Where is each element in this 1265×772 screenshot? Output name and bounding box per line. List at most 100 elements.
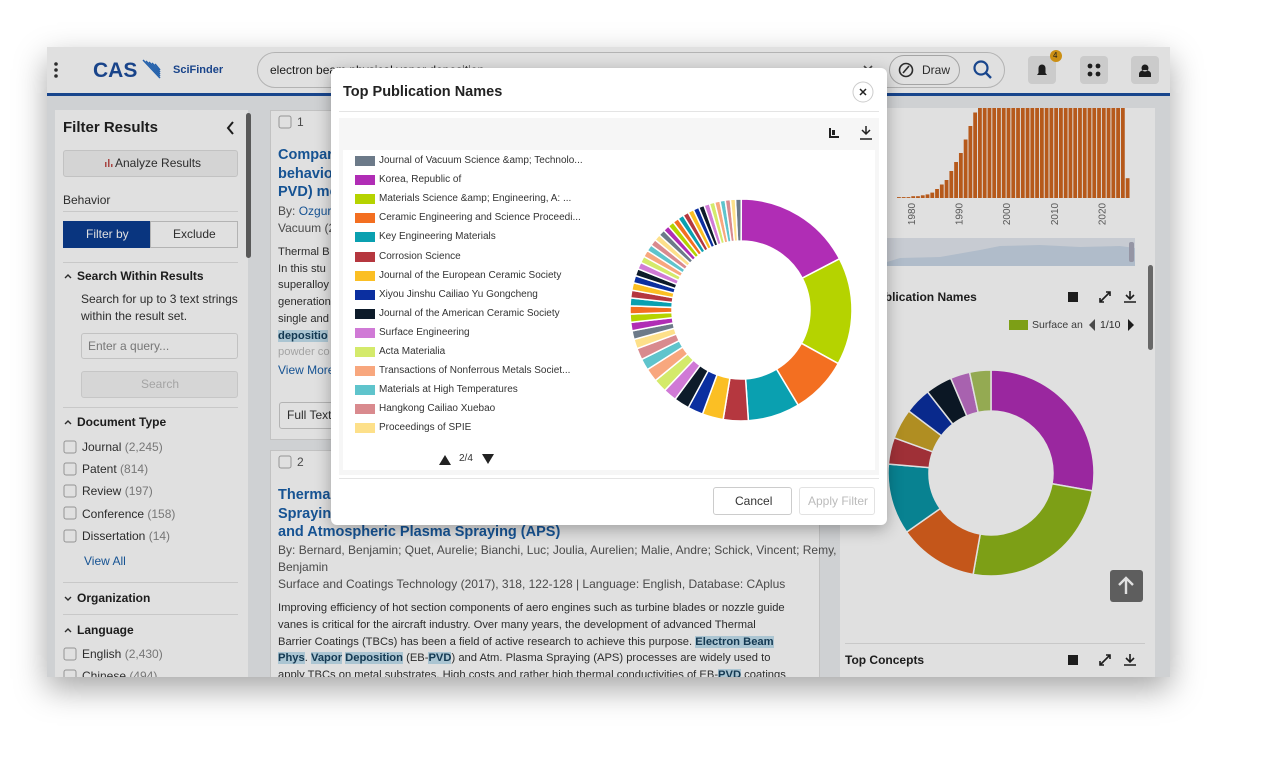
bar <box>1106 108 1111 198</box>
legend-label[interactable]: Key Engineering Materials <box>379 231 496 243</box>
legend-swatch[interactable] <box>355 308 375 319</box>
cancel-button[interactable] <box>713 487 792 515</box>
checkbox <box>63 669 77 677</box>
abstract-text: In this stu <box>278 262 326 275</box>
facet-option[interactable]: Conference (158) <box>82 506 175 522</box>
filter-by-toggle[interactable] <box>63 221 151 248</box>
bar <box>1101 108 1106 198</box>
divider <box>63 262 238 263</box>
result-authors: Benjamin <box>278 559 328 575</box>
legend-label[interactable]: Korea, Republic of <box>379 174 462 186</box>
bar <box>992 108 997 198</box>
facet-option[interactable]: English (2,430) <box>82 646 163 662</box>
legend-swatch[interactable] <box>355 175 375 186</box>
legend-label[interactable]: Hangkong Cailiao Xuebao <box>379 403 496 415</box>
legend-label[interactable]: Corrosion Science <box>379 250 461 262</box>
facet-option[interactable]: Patent (814) <box>82 461 148 477</box>
full-text-label[interactable]: Full Text <box>287 408 332 422</box>
analyze-button[interactable] <box>63 150 238 177</box>
legend-swatch[interactable] <box>355 327 375 338</box>
legend-label[interactable]: Surface Engineering <box>379 326 470 338</box>
legend-label[interactable]: Transactions of Nonferrous Metals Societ… <box>379 365 571 377</box>
legend-label[interactable]: Journal of the European Ceramic Society <box>379 269 562 281</box>
cancel-label[interactable]: Cancel <box>735 494 773 508</box>
legend-swatch[interactable] <box>355 385 375 396</box>
legend-label[interactable]: Journal of the American Ceramic Society <box>379 307 560 319</box>
exclude-toggle[interactable] <box>150 221 238 248</box>
abstract-text: coatings <box>741 669 786 677</box>
legend-swatch[interactable] <box>355 156 375 166</box>
facet-count: (2,245) <box>124 440 163 454</box>
result-title[interactable]: behavio <box>278 165 333 182</box>
checkbox <box>63 529 77 543</box>
draw-label[interactable]: Draw <box>922 63 951 77</box>
filter-by-label[interactable]: Filter by <box>86 227 129 241</box>
legend-label[interactable]: Journal of Vacuum Science &amp; Technolo… <box>379 155 583 166</box>
facet-option[interactable]: Dissertation (14) <box>82 528 170 544</box>
query-placeholder[interactable]: Enter a query... <box>88 339 170 353</box>
pager-prev <box>1089 319 1095 331</box>
slider-handle <box>1129 242 1134 262</box>
legend-swatch[interactable] <box>355 194 375 205</box>
chart-type-icon <box>1068 655 1078 665</box>
author-names: Ozgur <box>298 204 332 218</box>
legend-label[interactable]: Materials Science &amp; Engineering, A: … <box>379 193 572 205</box>
view-all-link[interactable]: View All <box>84 554 126 568</box>
result-title[interactable]: Compar <box>278 147 333 163</box>
legend-label[interactable]: Xiyou Jinshu Cailiao Yu Gongcheng <box>379 288 538 300</box>
close-icon <box>859 88 867 96</box>
bar <box>906 197 911 198</box>
legend-swatch[interactable] <box>355 213 375 224</box>
result-title[interactable]: and Atmospheric Plasma Spraying (APS) <box>278 524 561 540</box>
legend-label[interactable]: Acta Materialia <box>379 346 446 357</box>
facet-count: (197) <box>124 484 153 499</box>
query-input[interactable] <box>81 333 238 359</box>
search-button[interactable] <box>81 371 238 398</box>
modal: Top Publication Names Journal of Vacuum S… <box>331 68 887 525</box>
download-icon <box>1124 654 1136 666</box>
result-authors: By: Bernard, Benjamin; Quet, Aurelie; Bi… <box>278 542 837 558</box>
apply-button[interactable] <box>799 487 875 515</box>
draw-button[interactable] <box>889 55 960 85</box>
highlight: Electron Beam <box>695 635 774 648</box>
legend-swatch[interactable] <box>355 404 375 415</box>
apply-label[interactable]: Apply Filter <box>808 494 869 508</box>
legend-label[interactable]: Proceedings of SPIE <box>379 422 472 434</box>
legend-swatch[interactable] <box>355 232 375 243</box>
result-title[interactable]: Therma <box>278 487 331 503</box>
facet-option[interactable]: Journal (2,245) <box>82 439 163 455</box>
search-icon <box>985 72 992 79</box>
result-title[interactable]: Sprayin <box>278 505 332 522</box>
legend-swatch[interactable] <box>355 366 375 377</box>
facet-option[interactable]: Review (197) <box>82 483 153 499</box>
legend-swatch[interactable] <box>355 251 375 262</box>
by-label: By: <box>278 543 296 557</box>
view-more-link[interactable]: View More <box>278 363 335 377</box>
legend-swatch[interactable] <box>355 347 375 357</box>
chevron <box>64 628 72 633</box>
legend-swatch[interactable] <box>355 270 375 281</box>
bar <box>954 162 958 198</box>
facet-count: (814) <box>120 462 149 477</box>
legend-label[interactable]: Ceramic Engineering and Science Proceedi… <box>379 212 581 224</box>
facet-count: (14) <box>148 528 171 543</box>
exclude-label[interactable]: Exclude <box>173 227 216 241</box>
legend-pager: 1/10 <box>1100 319 1121 331</box>
badge <box>1050 50 1062 62</box>
checkbox <box>63 440 77 454</box>
bar <box>1035 108 1039 198</box>
facet-option[interactable]: Chinese (494) <box>82 668 157 677</box>
abstract-text: generation <box>278 296 331 309</box>
search-label[interactable]: Search <box>141 377 180 391</box>
analyze-icon <box>105 159 113 167</box>
bar <box>901 197 906 198</box>
bar <box>1054 108 1059 198</box>
facet-name: English <box>82 647 122 661</box>
apps-button[interactable] <box>1080 56 1108 84</box>
product: SciFinder <box>173 64 224 76</box>
analyze-label[interactable]: Analyze Results <box>115 156 202 170</box>
abstract-line: Improving efficiency of hot section comp… <box>278 600 785 616</box>
legend-swatch[interactable] <box>355 423 375 434</box>
legend-label[interactable]: Materials at High Temperatures <box>379 384 518 396</box>
legend-swatch[interactable] <box>355 289 375 300</box>
